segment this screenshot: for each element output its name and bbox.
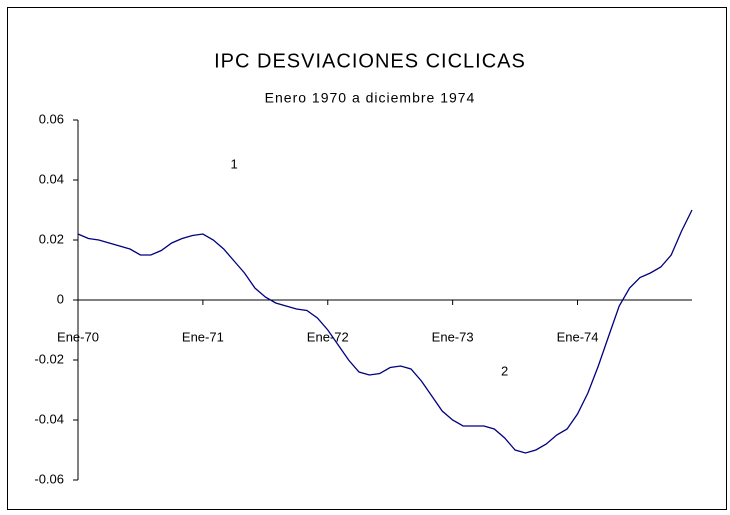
y-tick-label: 0 bbox=[57, 291, 64, 306]
y-tick-label: 0.04 bbox=[39, 171, 64, 186]
y-tick-label: -0.02 bbox=[34, 351, 64, 366]
chart-frame bbox=[7, 7, 727, 510]
x-tick-label: Ene-70 bbox=[57, 329, 99, 344]
annotation: 2 bbox=[501, 363, 508, 378]
data-line bbox=[77, 209, 693, 454]
annotation: 1 bbox=[230, 156, 237, 171]
x-tick-label: Ene-71 bbox=[182, 329, 224, 344]
x-tick-label: Ene-72 bbox=[307, 329, 349, 344]
y-tick-label: -0.04 bbox=[34, 411, 64, 426]
chart-title: IPC DESVIACIONES CICLICAS bbox=[214, 50, 526, 72]
x-tick-label: Ene-73 bbox=[432, 329, 474, 344]
y-tick-label: -0.06 bbox=[34, 471, 64, 486]
y-tick-label: 0.02 bbox=[39, 231, 64, 246]
chart-subtitle: Enero 1970 a diciembre 1974 bbox=[265, 90, 476, 106]
y-tick-label: 0.06 bbox=[39, 111, 64, 126]
x-tick-label: Ene-74 bbox=[557, 329, 599, 344]
